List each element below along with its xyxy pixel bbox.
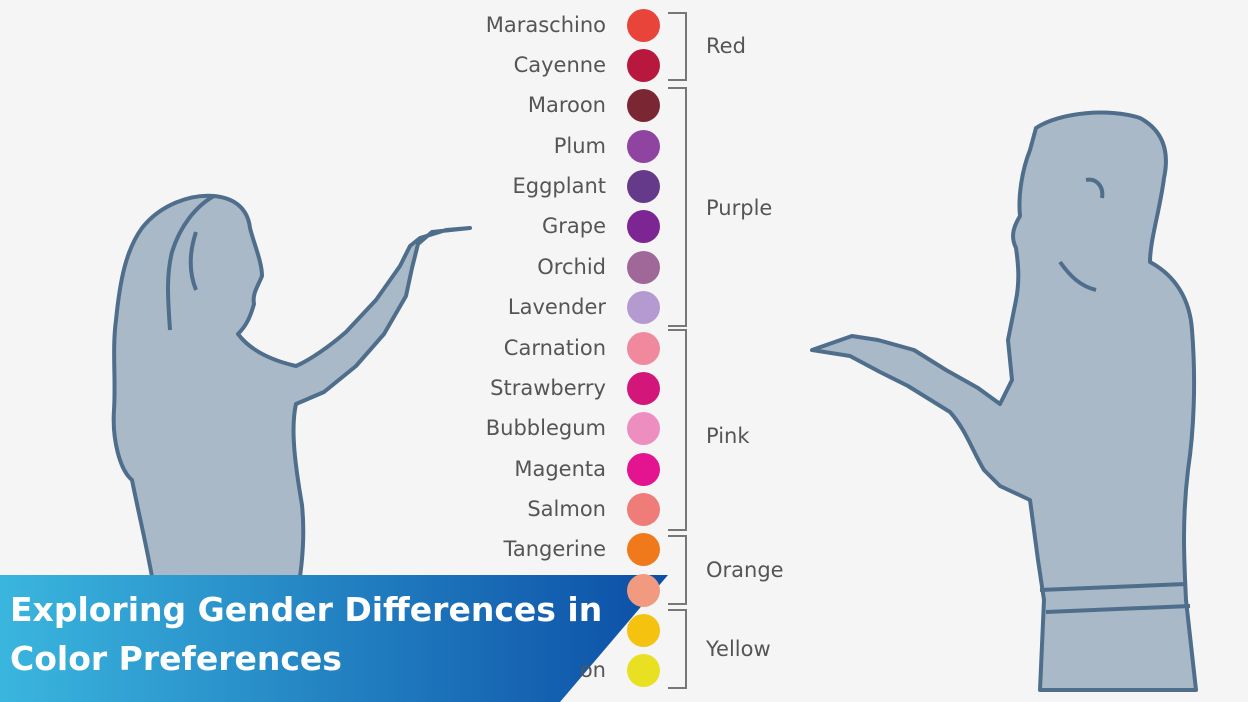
swatch-dot-maraschino: [627, 9, 660, 42]
swatch-label-carnation: Carnation: [503, 336, 606, 360]
swatch-label-bubblegum: Bubblegum: [485, 416, 606, 440]
swatch-dot-plum: [627, 130, 660, 163]
swatch-dot-cayenne: [627, 49, 660, 82]
swatch-dot-maroon: [627, 89, 660, 122]
swatch-dot-salmon: [627, 493, 660, 526]
group-brackets: [668, 12, 687, 689]
swatch-dot-hidden-orange: [627, 574, 660, 607]
group-label-purple: Purple: [706, 196, 773, 220]
swatch-dot-lavender: [627, 291, 660, 324]
group-label-yellow: Yellow: [706, 637, 771, 661]
swatch-label-salmon: Salmon: [527, 497, 606, 521]
swatch-dot-eggplant: [627, 170, 660, 203]
swatch-label-maroon: Maroon: [527, 93, 606, 117]
swatch-dot-orchid: [627, 251, 660, 284]
page-title: Exploring Gender Differences in Color Pr…: [10, 590, 603, 678]
group-label-orange: Orange: [706, 558, 784, 582]
swatch-label-lavender: Lavender: [507, 295, 606, 319]
swatch-dot-grape: [627, 210, 660, 243]
swatch-label-orchid: Orchid: [537, 255, 606, 279]
swatch-label-maraschino: Maraschino: [485, 13, 606, 37]
swatch-label-plum: Plum: [553, 134, 606, 158]
swatch-dot-hidden-yellow: [627, 614, 660, 647]
swatch-dot-tangerine: [627, 533, 660, 566]
swatch-label-tangerine: Tangerine: [503, 537, 606, 561]
group-label-red: Red: [706, 34, 746, 58]
swatch-label-partial: on: [579, 658, 606, 682]
swatch-label-eggplant: Eggplant: [512, 174, 606, 198]
group-label-pink: Pink: [706, 424, 750, 448]
swatch-dot-partial: [627, 654, 660, 687]
swatch-dot-bubblegum: [627, 412, 660, 445]
man-figure: [810, 110, 1198, 692]
swatch-dot-carnation: [627, 332, 660, 365]
swatch-dot-magenta: [627, 453, 660, 486]
woman-figure: [111, 193, 472, 602]
swatch-dot-strawberry: [627, 372, 660, 405]
swatch-label-grape: Grape: [541, 214, 606, 238]
swatch-label-cayenne: Cayenne: [513, 53, 606, 77]
swatch-label-strawberry: Strawberry: [490, 376, 606, 400]
swatch-label-magenta: Magenta: [514, 457, 606, 481]
title-banner: [0, 575, 668, 702]
